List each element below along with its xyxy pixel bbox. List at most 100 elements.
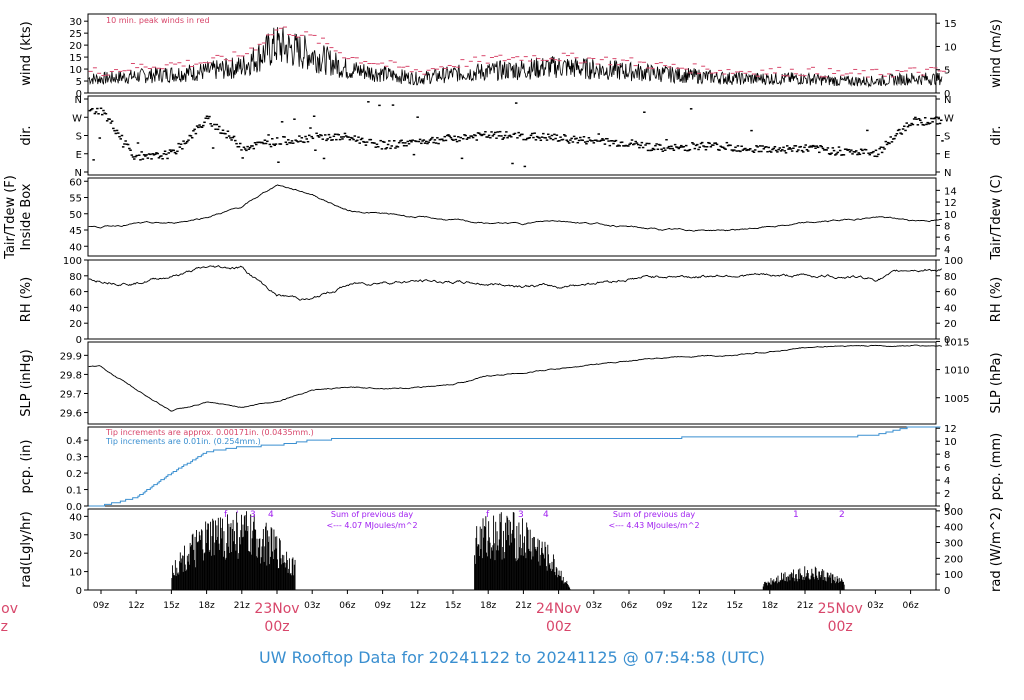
radiation-bar — [281, 554, 283, 590]
direction-point — [497, 135, 501, 137]
radiation-bar — [537, 538, 539, 590]
radiation-bar — [188, 553, 190, 590]
direction-point — [652, 148, 656, 151]
radiation-bar — [779, 580, 781, 590]
ytick-label: 20 — [69, 549, 82, 560]
radiation-bar — [773, 579, 775, 590]
direction-point — [818, 151, 821, 154]
radiation-bar — [256, 538, 258, 590]
direction-point — [700, 141, 704, 144]
direction-point — [760, 150, 763, 153]
radiation-bar — [509, 545, 511, 590]
direction-point — [149, 153, 152, 156]
direction-point — [238, 142, 242, 145]
direction-point — [538, 137, 541, 139]
direction-point — [777, 148, 780, 151]
direction-point — [862, 152, 865, 155]
direction-point — [905, 122, 908, 124]
ytick-label: 100 — [63, 256, 82, 267]
direction-point — [878, 147, 881, 150]
radiation-bar — [824, 577, 825, 590]
direction-point — [703, 145, 706, 148]
radiation-bar — [768, 582, 770, 590]
radiation-bar — [793, 569, 794, 590]
direction-point — [756, 146, 759, 148]
radiation-bar — [516, 526, 518, 590]
direction-point — [232, 135, 236, 138]
direction-point — [900, 133, 904, 135]
ytick-label-right: 1005 — [944, 394, 969, 405]
direction-point — [810, 146, 814, 148]
radiation-bar — [832, 574, 834, 590]
radiation-bar — [542, 552, 544, 590]
direction-point — [576, 141, 580, 144]
radiation-bar — [569, 589, 571, 590]
direction-point — [566, 140, 570, 143]
direction-point — [795, 150, 799, 153]
direction-point — [887, 141, 890, 144]
ytick-label-right: 4 — [944, 476, 950, 487]
radiation-bar — [495, 521, 497, 590]
direction-point — [221, 129, 225, 132]
radiation-bar — [536, 550, 537, 590]
direction-point — [890, 141, 894, 143]
direction-point — [555, 134, 559, 136]
direction-point — [893, 137, 896, 140]
direction-point — [723, 147, 726, 150]
radiation-bar — [204, 552, 206, 590]
ytick-label: 0.1 — [66, 486, 82, 497]
direction-point — [567, 142, 571, 144]
radiation-bar — [788, 576, 790, 590]
direction-point — [563, 134, 566, 136]
ylabel-right-temperature: Tair/Tdew (C) — [989, 174, 1004, 260]
radiation-bar — [189, 564, 190, 590]
ytick-label: 0 — [76, 335, 82, 346]
direction-point — [385, 147, 389, 149]
direction-point — [291, 142, 295, 144]
radiation-bar — [778, 581, 780, 590]
radiation-bar — [520, 555, 522, 590]
direction-point — [572, 135, 576, 138]
direction-point — [411, 139, 414, 141]
direction-point — [858, 153, 862, 156]
direction-point — [634, 140, 637, 143]
direction-point — [141, 158, 145, 160]
radiation-bar — [493, 543, 495, 590]
direction-point — [389, 147, 392, 150]
radiation-bar — [216, 525, 218, 590]
radiation-bar — [274, 549, 276, 590]
direction-point — [204, 117, 207, 119]
direction-point — [819, 144, 822, 147]
day-label-date: 23Nov — [254, 601, 299, 617]
radiation-bar — [546, 570, 548, 590]
radiation-bar — [549, 563, 551, 590]
direction-point — [769, 151, 773, 153]
solar-marker: 4 — [543, 510, 549, 520]
direction-point — [597, 133, 600, 135]
direction-point — [656, 148, 660, 151]
direction-point — [161, 157, 164, 160]
direction-point — [512, 133, 515, 135]
direction-point — [866, 129, 869, 132]
direction-point — [671, 147, 674, 150]
ytick-label: 20 — [69, 41, 82, 52]
direction-point — [696, 143, 699, 146]
direction-point — [299, 140, 302, 142]
radiation-bar — [254, 529, 256, 590]
direction-point — [479, 133, 482, 136]
radiation-bar — [251, 538, 253, 590]
direction-point — [356, 139, 359, 142]
direction-point — [328, 136, 332, 139]
radiation-bar — [243, 536, 245, 590]
radiation-bar — [799, 568, 801, 590]
direction-point — [360, 137, 364, 140]
direction-point — [194, 132, 198, 135]
panel-frame-temperature — [87, 177, 937, 257]
direction-point — [468, 137, 471, 139]
direction-point — [246, 145, 249, 148]
direction-point — [767, 146, 771, 149]
direction-point — [272, 143, 275, 146]
radiation-bar — [814, 579, 816, 590]
radiation-bar — [533, 537, 535, 590]
radiation-bar — [797, 581, 799, 590]
